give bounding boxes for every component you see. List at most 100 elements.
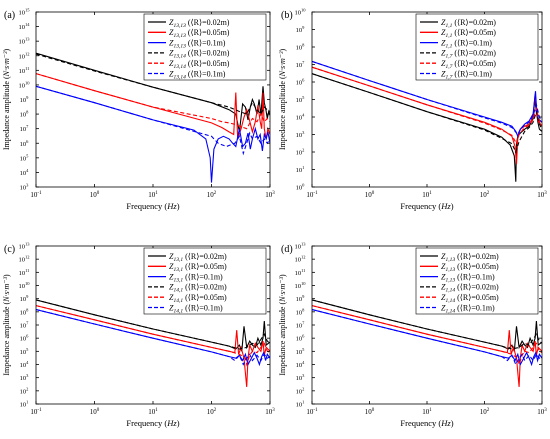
series-line-6 [312,308,542,366]
series-line-1 [36,52,270,133]
y-tick-label: 102 [296,386,305,395]
y-tick-label: 103 [20,183,30,192]
series-line-4 [312,73,542,154]
chart-panel-2: 10-1 100 101 102 103100101102103104105106107… [278,8,547,212]
legend-entry: Z13,13 (⟨R⟩=0.1m) [169,38,226,49]
series-line-5 [36,73,270,130]
series-line-6 [36,308,270,366]
legend-entry: Z13,1 (⟨R⟩=0.02m) [169,252,227,263]
chart-panel-3: 10-1 100 101 102 103 101 102 103 104 105 106 107 108… [2,242,275,429]
y-axis-label: Impedance amplitude (N·s·m⁻³) [278,274,287,376]
legend-entry: Z1,7 (⟨R⟩=0.02m) [441,49,496,60]
chart-panel-1: 10-1 100 101 102 103 103 104 105 106 107 108 109 101… [2,8,275,212]
x-tick-label: 103 [265,191,275,199]
x-tick-label: 103 [537,408,547,416]
x-tick-label: 100 [365,408,375,416]
y-tick-label: 1013 [19,242,31,251]
y-tick-label: 109 [20,294,30,303]
legend: Z1,1 (⟨R⟩=0.02m)Z1,1 (⟨R⟩=0.05m)Z1,1 (⟨R… [415,13,539,80]
series-line-2 [36,73,270,140]
y-tick-label: 104 [20,168,30,177]
y-tick-label: 107 [20,321,30,330]
y-tick-label: 108 [296,43,306,52]
y-tick-label: 105 [296,95,306,104]
y-tick-label: 1011 [295,268,306,277]
series-line-5 [312,66,542,146]
series-group [36,299,270,387]
legend-entry: Z1,14 (⟨R⟩=0.05m) [441,293,499,304]
legend-entry: Z14,1 (⟨R⟩=0.1m) [169,303,223,314]
y-tick-label: 102 [20,386,29,395]
legend-entry: Z13,14 (⟨R⟩=0.1m) [169,69,226,80]
y-tick-label: 1012 [19,51,30,60]
series-line-4 [312,299,542,350]
y-axis-label: Impedance amplitude (N·s·m⁻³) [2,274,11,376]
legend-entry: Z14,1 (⟨R⟩=0.02m) [169,283,227,294]
x-tick-label: 10-1 [30,191,42,199]
y-tick-label: 105 [20,153,30,162]
legend-entry: Z1,1 (⟨R⟩=0.02m) [441,18,496,29]
y-tick-label: 105 [296,347,306,356]
chart-panel-4: 10-1 100 101 102 103 101 102 103 104 105 106 107 108… [278,242,547,429]
legend-entry: Z1,14 (⟨R⟩=0.1m) [441,303,495,314]
y-tick-label: 1012 [19,255,30,264]
x-tick-label: 103 [537,191,547,199]
y-tick-label: 1010 [19,80,31,89]
legend: Z13,13 (⟨R⟩=0.02m)Z13,13 (⟨R⟩=0.05m)Z13,… [143,13,267,80]
x-tick-label: 101 [422,191,432,199]
x-tick-label: 101 [422,408,432,416]
y-tick-label: 1011 [19,66,30,75]
legend-entry: Z13,13 (⟨R⟩=0.05m) [169,28,230,39]
legend-entry: Z13,13 (⟨R⟩=0.02m) [169,18,230,29]
panel-label: (b) [281,10,293,21]
y-tick-label: 1012 [295,255,306,264]
y-tick-label: 105 [20,347,30,356]
series-line-5 [36,305,270,367]
legend-entry: Z1,1 (⟨R⟩=0.1m) [441,38,492,49]
legend-entry: Z1,14 (⟨R⟩=0.02m) [441,283,499,294]
y-tick-label: 107 [296,60,306,69]
x-axis-label: Frequency (Hz) [126,201,179,211]
y-tick-label: 1010 [295,8,307,17]
y-tick-label: 1013 [295,242,307,251]
y-tick-label: 107 [296,321,306,330]
x-tick-label: 100 [365,191,375,199]
series-group [312,60,542,182]
y-tick-label: 109 [20,95,30,104]
x-axis-label: Frequency (Hz) [400,201,453,211]
y-tick-label: 1014 [19,22,31,31]
y-tick-label: 104 [296,360,306,369]
legend-entry: Z13,1 (⟨R⟩=0.1m) [169,272,223,283]
legend: Z1,13 (⟨R⟩=0.02m)Z1,13 (⟨R⟩=0.05m)Z1,13 … [415,247,539,315]
series-line-3 [36,308,270,367]
y-tick-label: 103 [296,373,306,382]
y-tick-label: 104 [296,113,306,122]
y-tick-label: 107 [20,124,30,133]
legend-entry: Z1,7 (⟨R⟩=0.1m) [441,69,492,80]
y-tick-label: 109 [296,25,306,34]
y-tick-label: 1013 [19,37,31,46]
y-tick-label: 106 [20,139,30,148]
series-line-2 [312,66,542,165]
y-tick-label: 101 [20,400,29,409]
y-tick-label: 1015 [19,8,31,17]
x-tick-label: 10-1 [306,408,318,416]
y-tick-label: 108 [20,307,30,316]
y-tick-label: 100 [296,183,306,192]
legend-entry: Z13,14 (⟨R⟩=0.05m) [169,59,230,70]
y-tick-label: 106 [296,334,306,343]
panel-label: (a) [4,10,15,21]
y-tick-label: 1010 [295,281,307,290]
x-tick-label: 102 [207,408,217,416]
x-tick-label: 102 [480,408,490,416]
y-tick-label: 101 [296,400,305,409]
legend-entry: Z13,14 (⟨R⟩=0.02m) [169,49,230,60]
series-line-4 [36,299,270,350]
x-axis-label: Frequency (Hz) [126,418,179,428]
legend-entry: Z1,13 (⟨R⟩=0.1m) [441,272,495,283]
legend-entry: Z1,13 (⟨R⟩=0.02m) [441,252,499,263]
series-line-4 [36,53,270,116]
x-tick-label: 100 [90,408,100,416]
x-tick-label: 10-1 [306,191,318,199]
